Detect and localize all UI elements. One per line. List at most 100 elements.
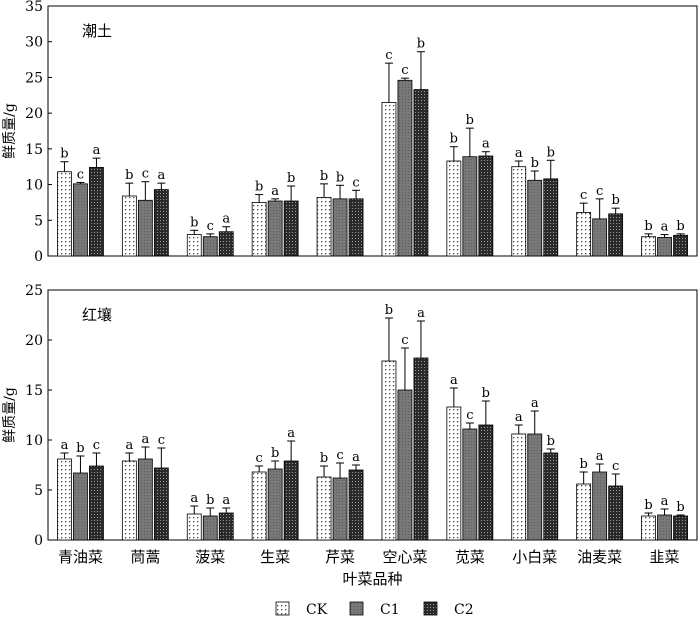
legend-swatch-c1 bbox=[349, 601, 364, 616]
significance-label: b bbox=[547, 434, 555, 449]
legend-label-c2: C2 bbox=[454, 602, 474, 618]
y-axis-label: 鲜质量/g bbox=[2, 387, 18, 443]
significance-label: c bbox=[352, 175, 359, 190]
significance-label: c bbox=[612, 459, 619, 474]
x-tick-label: 青油菜 bbox=[58, 548, 103, 566]
x-tick-label: 苋菜 bbox=[455, 548, 485, 566]
x-tick-label: 空心菜 bbox=[382, 548, 427, 566]
significance-label: b bbox=[579, 457, 587, 472]
bar-c2 bbox=[413, 89, 429, 257]
bar-c2 bbox=[543, 452, 559, 541]
plot-frame bbox=[47, 5, 698, 257]
bar-ck bbox=[316, 197, 332, 257]
panel-label: 红壤 bbox=[82, 306, 112, 324]
legend-swatch-c2 bbox=[423, 601, 438, 616]
bar-c1 bbox=[202, 236, 218, 257]
bar-c2 bbox=[478, 424, 494, 541]
bar-ck bbox=[186, 234, 202, 257]
bar-c2 bbox=[543, 178, 559, 257]
significance-label: c bbox=[256, 451, 263, 466]
bar-c1 bbox=[202, 515, 218, 541]
bar-ck bbox=[511, 166, 527, 257]
significance-label: a bbox=[450, 373, 458, 388]
significance-label: b bbox=[320, 451, 328, 466]
bar-c1 bbox=[73, 183, 88, 257]
bar-c1 bbox=[657, 237, 672, 257]
y-tick-label: 10 bbox=[25, 178, 43, 194]
significance-label: a bbox=[661, 494, 669, 509]
significance-label: a bbox=[61, 438, 69, 453]
significance-label: c bbox=[580, 188, 587, 203]
significance-label: a bbox=[661, 220, 669, 235]
significance-label: c bbox=[93, 438, 100, 453]
bar-c2 bbox=[673, 234, 688, 257]
significance-label: a bbox=[190, 491, 198, 506]
bar-c2 bbox=[608, 485, 624, 541]
significance-label: b bbox=[255, 180, 263, 195]
significance-label: b bbox=[76, 441, 84, 456]
legend-label-c1: C1 bbox=[380, 602, 400, 618]
y-tick-label: 0 bbox=[34, 249, 43, 265]
significance-label: b bbox=[644, 219, 652, 234]
bar-ck bbox=[186, 513, 202, 541]
y-tick-label: 15 bbox=[25, 383, 43, 399]
significance-label: a bbox=[531, 396, 539, 411]
bar-c2 bbox=[153, 189, 169, 257]
x-axis-label: 叶菜品种 bbox=[342, 570, 402, 588]
bar-c1 bbox=[462, 428, 478, 541]
bar-c2 bbox=[413, 357, 429, 541]
bar-ck bbox=[446, 406, 462, 541]
significance-label: a bbox=[352, 450, 360, 465]
y-tick-label: 35 bbox=[25, 0, 43, 15]
significance-label: c bbox=[401, 63, 408, 78]
bar-c2 bbox=[89, 465, 104, 541]
legend-label-ck: CK bbox=[306, 602, 328, 618]
significance-label: a bbox=[515, 410, 523, 425]
bar-c1 bbox=[397, 389, 413, 541]
bar-ck bbox=[121, 195, 137, 257]
significance-label: a bbox=[222, 493, 230, 508]
bar-ck bbox=[251, 202, 267, 257]
bar-ck bbox=[316, 476, 332, 541]
y-tick-label: 20 bbox=[25, 106, 43, 122]
significance-label: b bbox=[676, 219, 684, 234]
significance-label: c bbox=[385, 48, 392, 63]
significance-label: b bbox=[287, 171, 295, 186]
significance-label: b bbox=[644, 498, 652, 513]
y-tick-label: 25 bbox=[25, 70, 43, 86]
significance-label: b bbox=[125, 168, 133, 183]
y-tick-label: 20 bbox=[25, 333, 43, 349]
significance-label: a bbox=[287, 426, 295, 441]
bar-c2 bbox=[348, 198, 364, 257]
significance-label: b bbox=[417, 37, 425, 52]
bar-ck bbox=[641, 236, 656, 257]
bar-c1 bbox=[462, 156, 478, 257]
significance-label: a bbox=[515, 146, 523, 161]
y-tick-label: 25 bbox=[25, 283, 43, 299]
bar-c1 bbox=[397, 79, 413, 257]
bar-ck bbox=[641, 515, 656, 541]
significance-label: a bbox=[125, 438, 133, 453]
panel-label: 潮土 bbox=[82, 22, 112, 40]
bar-ck bbox=[381, 102, 397, 257]
bar-ck bbox=[251, 471, 267, 541]
bar-c2 bbox=[348, 469, 364, 541]
plot-frame bbox=[47, 289, 698, 541]
bar-ck bbox=[57, 458, 72, 541]
significance-label: b bbox=[547, 145, 555, 160]
bar-c2 bbox=[89, 167, 104, 257]
y-tick-label: 30 bbox=[25, 35, 43, 51]
bar-ck bbox=[121, 460, 137, 541]
significance-label: c bbox=[336, 448, 343, 463]
bar-c1 bbox=[267, 468, 283, 541]
significance-label: b bbox=[60, 147, 68, 162]
bar-ck bbox=[576, 212, 592, 257]
bar-c2 bbox=[218, 231, 234, 257]
x-tick-label: 茼蒿 bbox=[130, 548, 160, 566]
bar-c2 bbox=[218, 512, 234, 541]
legend: CK C1 C2 bbox=[275, 601, 474, 618]
significance-label: c bbox=[401, 333, 408, 348]
